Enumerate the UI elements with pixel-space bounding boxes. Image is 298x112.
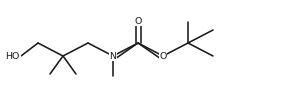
Text: O: O	[134, 16, 142, 26]
Text: O: O	[159, 52, 167, 60]
Text: N: N	[109, 52, 117, 60]
Text: HO: HO	[6, 52, 20, 60]
